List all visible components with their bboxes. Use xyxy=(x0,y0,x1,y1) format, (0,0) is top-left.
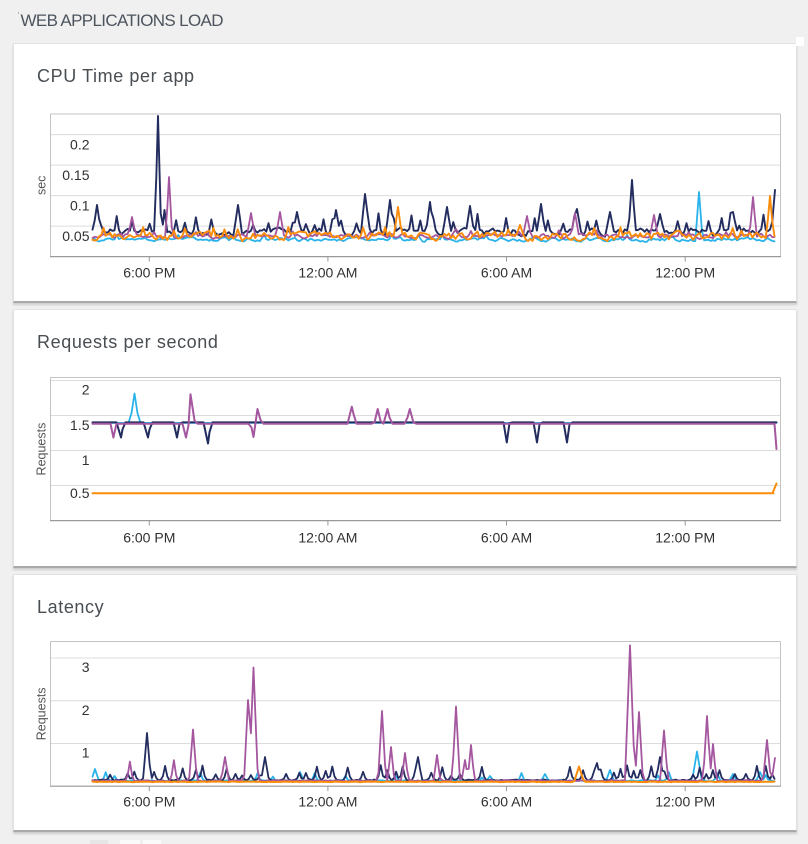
svg-text:12:00 PM: 12:00 PM xyxy=(655,793,715,809)
svg-text:2: 2 xyxy=(82,382,90,398)
svg-text:Requests: Requests xyxy=(34,423,48,476)
svg-text:12:00 AM: 12:00 AM xyxy=(298,529,357,545)
svg-text:6:00 AM: 6:00 AM xyxy=(481,793,532,809)
svg-text:0.05: 0.05 xyxy=(62,228,89,244)
svg-text:sec: sec xyxy=(34,176,48,195)
svg-text:1: 1 xyxy=(82,744,90,760)
svg-text:12:00 PM: 12:00 PM xyxy=(655,529,715,545)
svg-text:0.15: 0.15 xyxy=(62,167,89,183)
svg-text:0.1: 0.1 xyxy=(70,197,90,213)
svg-text:6:00 PM: 6:00 PM xyxy=(123,264,175,280)
svg-text:6:00 AM: 6:00 AM xyxy=(481,264,532,280)
svg-text:12:00 PM: 12:00 PM xyxy=(655,264,715,280)
svg-text:6:00 PM: 6:00 PM xyxy=(123,529,175,545)
svg-text:1: 1 xyxy=(82,452,90,468)
svg-text:6:00 PM: 6:00 PM xyxy=(123,793,175,809)
svg-text:2: 2 xyxy=(82,702,90,718)
svg-text:12:00 AM: 12:00 AM xyxy=(298,264,357,280)
svg-text:Requests: Requests xyxy=(34,687,48,740)
svg-text:0.2: 0.2 xyxy=(70,136,90,152)
svg-text:3: 3 xyxy=(82,659,90,675)
svg-text:6:00 AM: 6:00 AM xyxy=(481,529,532,545)
svg-text:0.5: 0.5 xyxy=(70,485,90,501)
svg-text:1.5: 1.5 xyxy=(70,417,90,433)
svg-text:12:00 AM: 12:00 AM xyxy=(298,793,357,809)
